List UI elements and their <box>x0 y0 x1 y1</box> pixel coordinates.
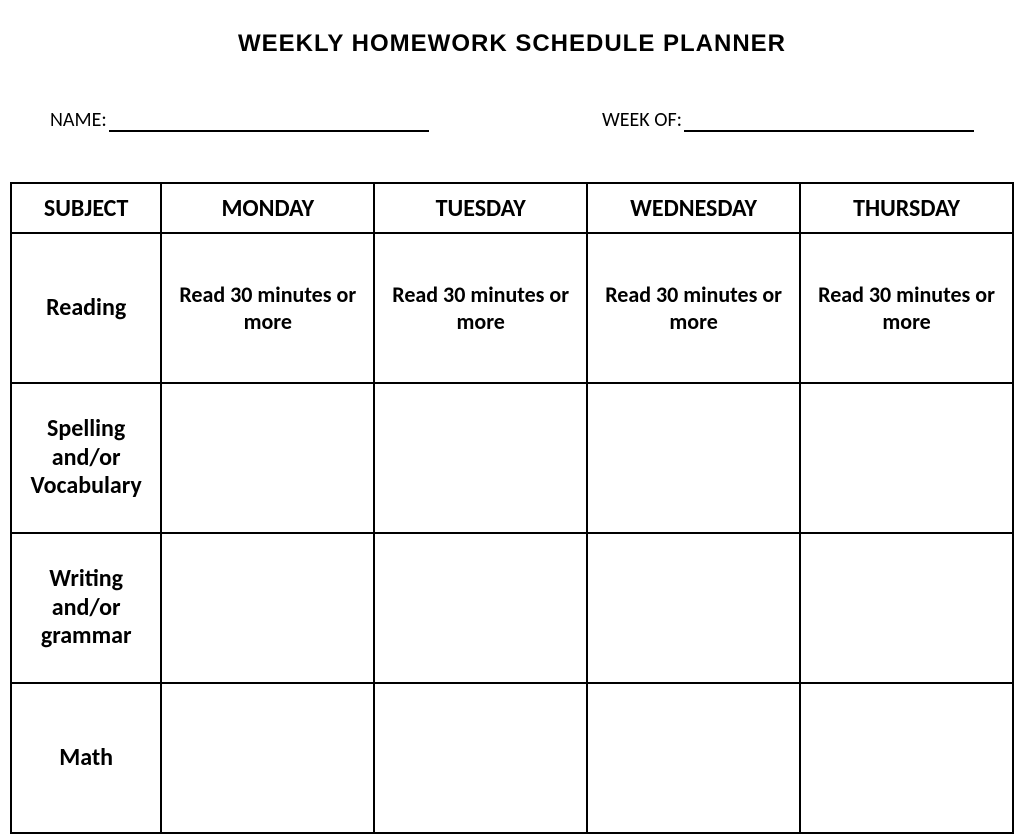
cell-reading-tue[interactable]: Read 30 minutes or more <box>374 233 587 383</box>
name-field: NAME: <box>50 108 429 132</box>
table-row: Reading Read 30 minutes or more Read 30 … <box>11 233 1013 383</box>
cell-writing-wed[interactable] <box>587 533 800 683</box>
table-header-row: SUBJECT MONDAY TUESDAY WEDNESDAY THURSDA… <box>11 183 1013 233</box>
cell-math-mon[interactable] <box>161 683 374 833</box>
cell-writing-thu[interactable] <box>800 533 1013 683</box>
col-thursday: THURSDAY <box>800 183 1013 233</box>
cell-math-tue[interactable] <box>374 683 587 833</box>
week-label: WEEK OF: <box>602 108 682 132</box>
info-fields: NAME: WEEK OF: <box>10 108 1014 132</box>
page-title: WEEKLY HOMEWORK SCHEDULE PLANNER <box>10 30 1014 58</box>
subject-math: Math <box>11 683 161 833</box>
subject-spelling: Spelling and/or Vocabulary <box>11 383 161 533</box>
col-subject: SUBJECT <box>11 183 161 233</box>
cell-spelling-tue[interactable] <box>374 383 587 533</box>
week-input-line[interactable] <box>684 110 974 132</box>
name-label: NAME: <box>50 108 107 132</box>
cell-spelling-thu[interactable] <box>800 383 1013 533</box>
cell-spelling-mon[interactable] <box>161 383 374 533</box>
cell-reading-thu[interactable]: Read 30 minutes or more <box>800 233 1013 383</box>
col-tuesday: TUESDAY <box>374 183 587 233</box>
cell-reading-mon[interactable]: Read 30 minutes or more <box>161 233 374 383</box>
table-row: Math <box>11 683 1013 833</box>
subject-writing: Writing and/or grammar <box>11 533 161 683</box>
col-monday: MONDAY <box>161 183 374 233</box>
cell-writing-tue[interactable] <box>374 533 587 683</box>
cell-math-wed[interactable] <box>587 683 800 833</box>
table-row: Spelling and/or Vocabulary <box>11 383 1013 533</box>
name-input-line[interactable] <box>109 110 429 132</box>
week-field: WEEK OF: <box>602 108 974 132</box>
cell-math-thu[interactable] <box>800 683 1013 833</box>
cell-writing-mon[interactable] <box>161 533 374 683</box>
col-wednesday: WEDNESDAY <box>587 183 800 233</box>
subject-reading: Reading <box>11 233 161 383</box>
schedule-table: SUBJECT MONDAY TUESDAY WEDNESDAY THURSDA… <box>10 182 1014 834</box>
cell-spelling-wed[interactable] <box>587 383 800 533</box>
cell-reading-wed[interactable]: Read 30 minutes or more <box>587 233 800 383</box>
table-row: Writing and/or grammar <box>11 533 1013 683</box>
